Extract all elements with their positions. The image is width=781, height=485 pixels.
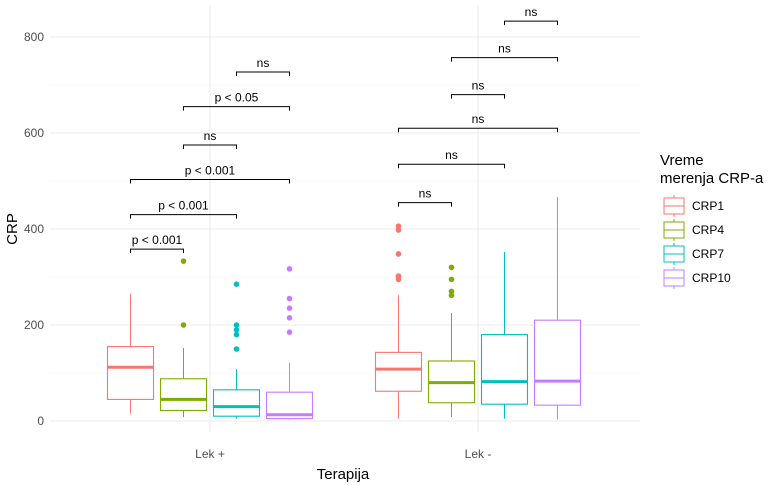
bracket-label: p < 0.001 [185,164,236,178]
comparison-bracket: ns [451,42,558,62]
bracket-label: ns [472,112,485,126]
bracket-label: ns [525,5,538,19]
outlier-point [286,266,293,272]
box-iqr [533,319,582,406]
legend-label: CRP1 [692,199,724,213]
legend-item-crp4: CRP4 [663,219,724,241]
outlier-point [448,264,455,271]
outlier-point [233,322,240,328]
bracket-label: p < 0.001 [158,199,209,213]
outlier-point [233,327,240,333]
bracket-line [398,127,558,133]
y-axis-title: CRP [4,213,21,245]
comparison-bracket: ns [183,129,237,149]
bracket-line [236,71,290,77]
outlier-point [448,276,455,283]
bracket-label: ns [419,187,432,201]
bracket-label: ns [472,79,485,93]
comparison-bracket: p < 0.05 [183,91,290,111]
bracket-line [130,214,237,219]
bracket-line [504,20,558,26]
legend-title-line-1: Vreme [660,152,704,169]
outlier-point [233,281,240,288]
outlier-point [395,251,402,257]
outlier-point [286,305,293,312]
comparison-bracket: ns [398,187,452,207]
comparison-bracket: ns [236,56,290,77]
comparison-bracket: p < 0.001 [130,164,290,184]
y-tick-label: 400 [24,222,44,236]
outlier-point [286,295,293,302]
bracket-label: ns [498,42,511,56]
box-crp7-lek-minus [480,252,529,419]
bracket-label: ns [445,148,458,162]
outlier-point [395,227,402,233]
legend-item-crp7: CRP7 [663,243,724,265]
bracket-label: p < 0.05 [215,91,259,105]
y-axis: 0 200 400 600 800 [24,30,44,428]
bracket-label: p < 0.001 [132,233,183,247]
outlier-point [233,346,240,352]
boxes-layer [106,196,582,420]
comparison-bracket: ns [451,79,505,99]
outlier-point [448,288,455,295]
comparison-bracket: ns [398,112,558,133]
box-crp10-lek-minus [533,196,582,420]
box-crp10-lek-plus [265,266,314,420]
bracket-line [398,202,452,207]
legend-label: CRP4 [692,223,724,237]
outlier-point [395,223,402,229]
bracket-line [130,179,290,184]
bracket-line [398,163,505,169]
outlier-point [286,315,293,321]
y-tick-label: 600 [24,126,44,140]
x-axis-title: Terapija [317,466,370,483]
bracket-line [130,248,184,254]
comparison-bracket: p < 0.001 [130,199,237,219]
y-tick-label: 0 [37,414,44,428]
box-iqr [106,346,155,400]
box-crp4-lek-minus [427,264,476,418]
outlier-point [233,331,240,338]
x-tick-label: Lek + [195,447,225,461]
bracket-label: ns [204,129,217,143]
comparison-bracket: ns [398,148,505,169]
box-crp4-lek-plus [159,258,208,418]
grid [50,5,640,432]
bracket-line [451,57,558,62]
box-iqr [159,378,208,411]
legend-title-line-2: merenja CRP-a [660,170,764,187]
legend-item-crp10: CRP10 [663,267,731,289]
comparison-bracket: ns [504,5,558,26]
outlier-point [180,258,187,264]
box-iqr [480,334,529,405]
box-iqr [374,351,423,392]
box-crp1-lek-plus [106,293,155,414]
legend-item-crp1: CRP1 [663,195,724,217]
box-crp1-lek-minus [374,223,423,419]
legend-label: CRP10 [692,271,731,285]
comparison-bracket: p < 0.001 [130,233,184,254]
outlier-point [395,273,402,279]
comparison-brackets: p < 0.001 p < 0.001 p < 0.001 ns p < 0.05 ns n… [130,5,558,254]
box-crp7-lek-plus [212,281,261,419]
legend: Vreme merenja CRP-a CRP1 CRP4 CRP7 CRP10 [660,152,764,289]
bracket-line [183,144,237,149]
outlier-point [180,322,187,328]
x-axis: Lek + Lek - [195,447,491,461]
outlier-point [286,329,293,336]
box-iqr [212,389,261,417]
legend-label: CRP7 [692,247,724,261]
y-tick-label: 800 [24,30,44,44]
bracket-line [183,106,290,111]
x-tick-label: Lek - [465,447,492,461]
outlier-point [448,292,455,299]
bracket-line [451,94,505,99]
bracket-label: ns [257,56,270,70]
y-tick-label: 200 [24,318,44,332]
